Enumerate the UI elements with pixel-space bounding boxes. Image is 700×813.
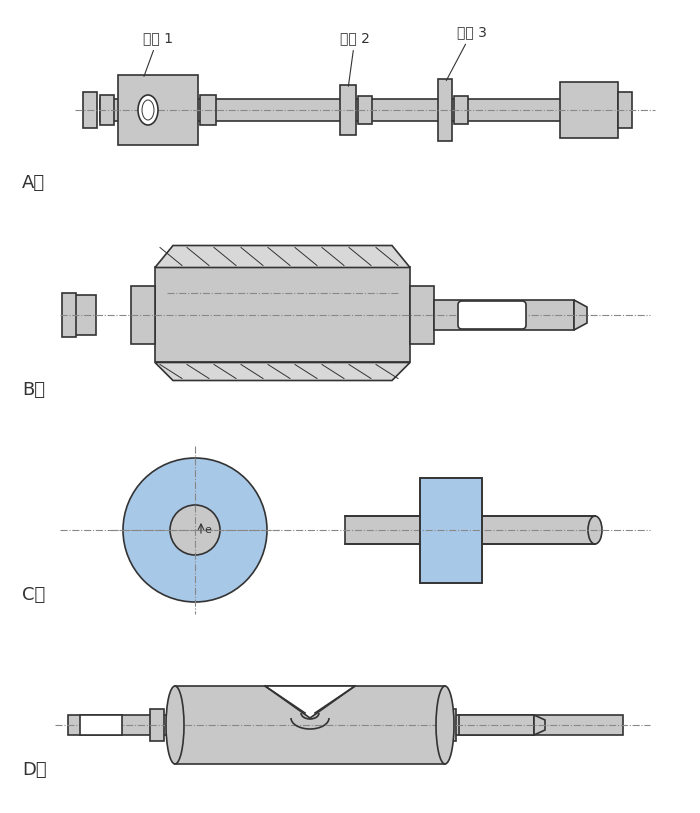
Text: e: e (204, 525, 211, 535)
Bar (83, 92, 97, 128)
Bar (155, 267, 410, 363)
Bar (62, 293, 76, 337)
Polygon shape (265, 686, 355, 718)
Text: A、: A、 (22, 174, 45, 192)
Ellipse shape (166, 686, 184, 764)
Bar (80, 715, 122, 735)
Text: 凸轮 2: 凸轮 2 (340, 31, 370, 86)
Bar (118, 75, 198, 145)
Ellipse shape (588, 516, 602, 544)
Bar (420, 477, 482, 582)
Bar (175, 686, 445, 764)
Bar (618, 92, 632, 128)
Bar (454, 96, 468, 124)
Bar (340, 85, 356, 135)
Bar (345, 516, 595, 544)
Polygon shape (534, 715, 545, 735)
Polygon shape (155, 363, 410, 380)
Bar (68, 295, 96, 335)
Bar (442, 709, 456, 741)
Bar (150, 709, 164, 741)
Bar (420, 477, 482, 582)
Bar (459, 715, 534, 735)
Text: B、: B、 (22, 381, 45, 399)
Text: 凸轮 1: 凸轮 1 (143, 31, 173, 76)
Bar (100, 99, 630, 121)
Bar (434, 300, 574, 330)
Circle shape (170, 505, 220, 555)
Text: C、: C、 (22, 586, 46, 604)
Bar (200, 95, 216, 125)
FancyBboxPatch shape (458, 301, 526, 329)
Ellipse shape (138, 95, 158, 125)
Ellipse shape (142, 100, 154, 120)
Bar (68, 715, 623, 735)
Bar (438, 79, 452, 141)
Bar (131, 286, 155, 344)
Bar (560, 82, 618, 138)
Bar (410, 286, 434, 344)
Circle shape (123, 458, 267, 602)
Polygon shape (574, 300, 587, 330)
Bar (100, 95, 114, 125)
Text: D、: D、 (22, 761, 47, 779)
Polygon shape (155, 246, 410, 267)
Text: 凸轮 3: 凸轮 3 (447, 25, 487, 80)
Bar (358, 96, 372, 124)
Ellipse shape (436, 686, 454, 764)
